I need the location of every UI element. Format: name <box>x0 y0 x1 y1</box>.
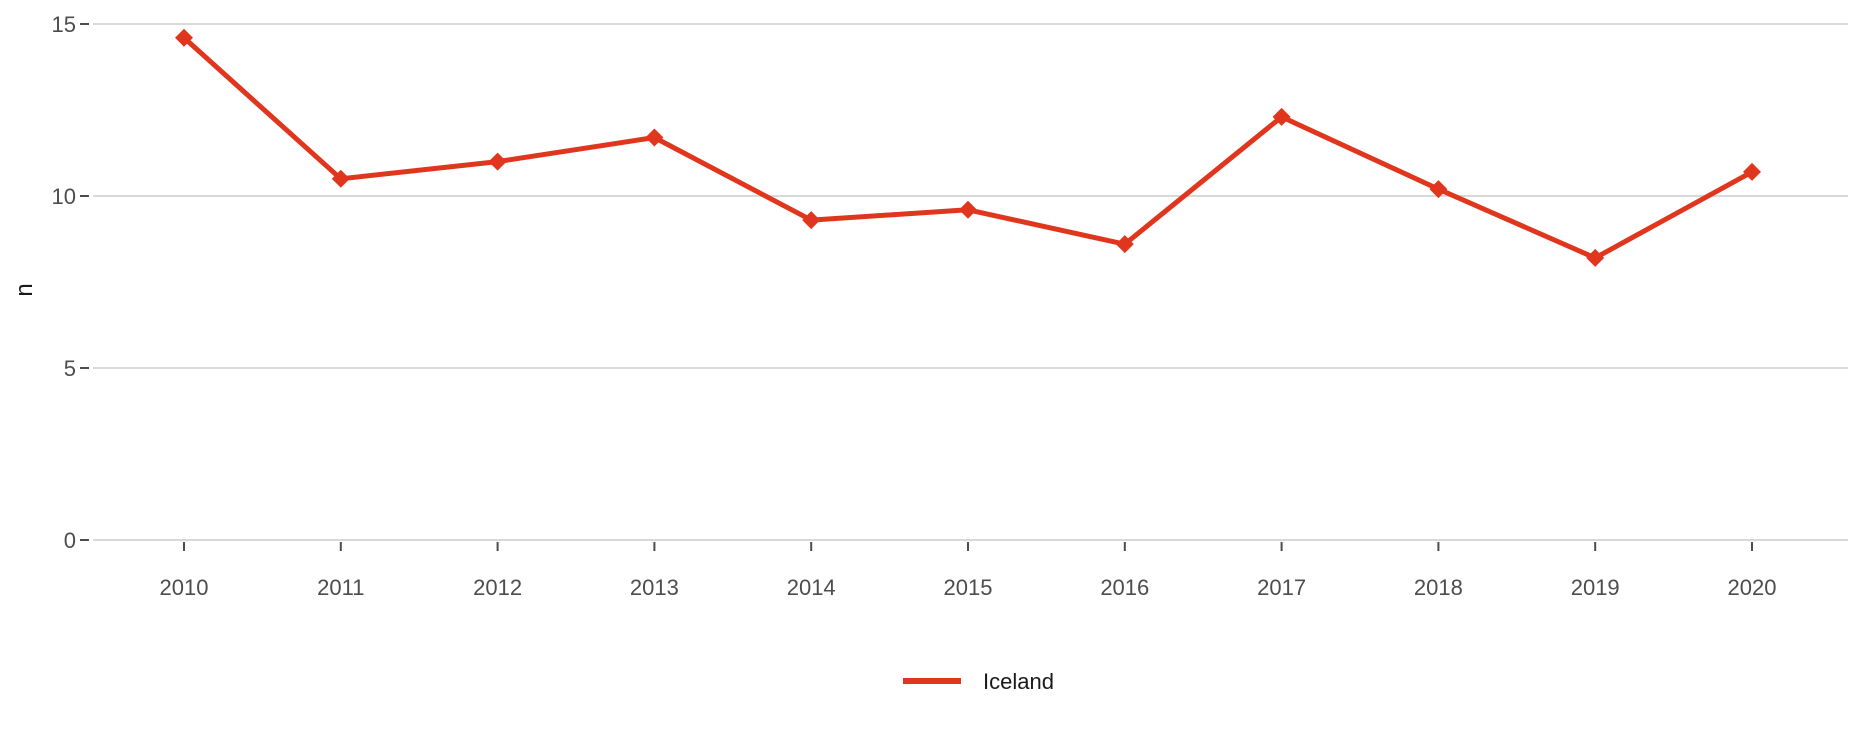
data-point <box>1272 107 1291 126</box>
x-tick-label: 2012 <box>473 575 522 600</box>
y-axis: 0 5 10 15 <box>52 12 89 553</box>
x-tick-label: 2018 <box>1414 575 1463 600</box>
x-tick-label: 2017 <box>1257 575 1306 600</box>
gridlines <box>93 23 1848 541</box>
x-tick-label: 2016 <box>1100 575 1149 600</box>
y-tick-label: 0 <box>64 528 76 553</box>
data-point <box>1115 235 1134 254</box>
x-tick-label: 2014 <box>787 575 836 600</box>
x-tick-label: 2013 <box>630 575 679 600</box>
y-tick-label: 15 <box>52 12 76 37</box>
data-point <box>1743 162 1761 181</box>
data-point <box>175 28 193 47</box>
data-point <box>488 152 507 171</box>
y-axis-title: n <box>11 283 38 296</box>
x-axis: 2010 2011 2012 2013 2014 2015 2016 2017 2018 2019… <box>160 542 1777 600</box>
data-point <box>331 169 350 188</box>
data-point <box>959 200 977 219</box>
y-tick-label: 5 <box>64 356 76 381</box>
legend-label: Iceland <box>983 669 1054 694</box>
y-tick-label: 10 <box>52 184 76 209</box>
legend: Iceland <box>903 669 1054 694</box>
x-tick-label: 2010 <box>160 575 209 600</box>
series-layer <box>175 28 1761 267</box>
data-point <box>1429 180 1448 199</box>
x-tick-label: 2020 <box>1728 575 1777 600</box>
x-tick-label: 2015 <box>944 575 993 600</box>
data-point <box>802 211 821 230</box>
data-point <box>1586 248 1605 267</box>
x-tick-label: 2011 <box>317 575 364 600</box>
x-tick-label: 2019 <box>1571 575 1620 600</box>
series-line <box>181 35 1755 261</box>
data-point <box>645 128 664 147</box>
